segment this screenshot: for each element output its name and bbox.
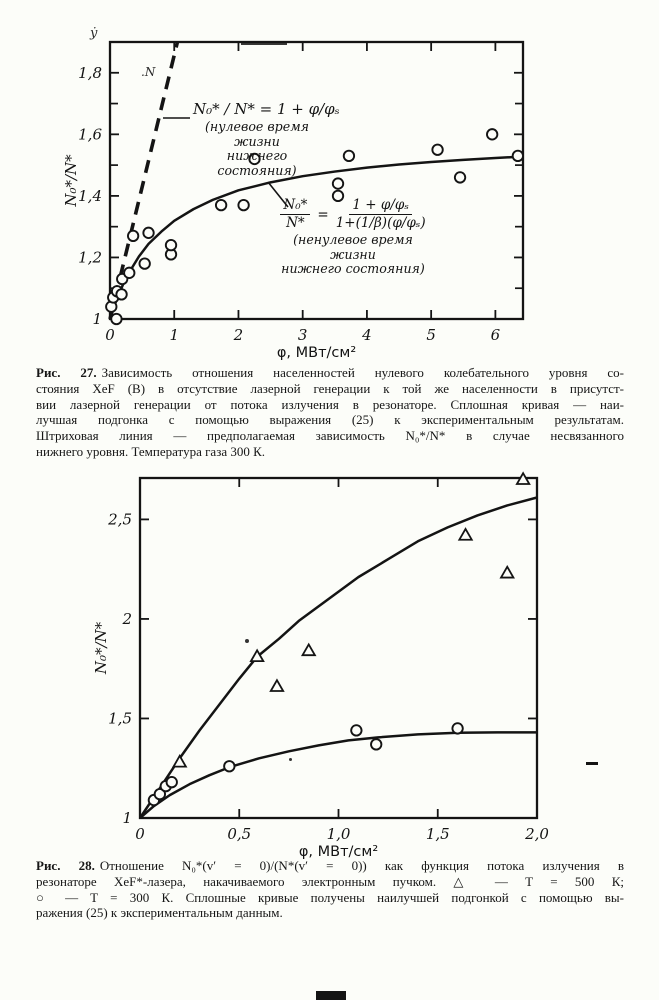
plot-frame [108,40,525,321]
x-tick-label: 5 [426,326,436,344]
data-point-triangle [457,527,474,541]
data-point-triangle [171,754,188,768]
data-point-triangle [515,471,531,485]
data-point-circle [138,257,151,270]
data-point-circle [486,128,499,141]
caption-line: нижнего уровня. Температура газа 300 К. [36,443,266,459]
caption-line: стояния XeF (B) в отсутствие лазерной ге… [36,380,624,396]
data-point-circle [214,198,228,212]
caption-line: Рис. 27. Зависимость отношения населеннос… [36,365,624,380]
data-point-triangle [499,564,515,579]
data-point-circle [370,738,383,751]
y-tick-label: 1,2 [78,248,102,266]
scan-speck [245,639,249,643]
fraction-denominator: N* [286,215,305,231]
scan-smudge [241,41,287,45]
fraction-denominator: 1+(1/β)(φ/φₛ) [335,215,426,231]
y-tick-label: 1 [122,809,132,827]
x-tick-label: 2,0 [524,825,549,843]
scan-stray-mark: ẏ [90,26,98,41]
data-point-circle [110,312,123,326]
y-tick-label: 1,5 [108,709,132,727]
data-point-circle [453,171,467,184]
plot-frame [138,476,539,820]
caption-line: лучшая подгонка с помощью выражения (25)… [36,412,624,428]
x-tick-label: 1,5 [426,825,450,843]
x-tick-label: 6 [491,326,501,344]
fig27-annotation-dashed: N₀* / N* = 1 + φ/φₛ (нулевое время жизни… [193,100,340,178]
data-point-circle [331,189,345,203]
figure-28-chart: 0 0,5 1,0 1,5 2,0 1 1,5 2 2,5 φ, МВт/см² N₀*/N* [92,471,549,860]
caption-line: ражения (25) к экспериментальным данным. [36,905,283,921]
caption-line: вии лазерной генерации от потока излучен… [36,396,624,412]
equals-sign: = [317,206,329,223]
x-axis-label: φ, МВт/см² [277,345,356,361]
scan-margin-dash [586,762,598,765]
data-point-circle [350,724,363,737]
y-tick-label: 1,6 [78,125,102,143]
scan-speck [289,758,292,761]
data-point-circle [153,787,167,801]
data-point-circle [126,229,140,243]
y-tick-label: 1 [92,310,102,328]
data-point-circle [115,288,128,301]
figure-label: Рис. 27. [36,365,97,380]
dashed-theory-line [108,41,180,320]
x-tick-label: 2 [233,326,244,344]
data-point-circle [331,177,345,190]
x-tick-label: 0 [135,825,145,843]
data-point-circle [164,238,178,252]
y-tick-label: 1,8 [78,64,102,82]
caption-line: ○ — T = 300 К. Сплошные кривые получены … [36,889,624,905]
data-point-triangle [300,642,317,657]
y-tick-label: 1,4 [78,187,102,205]
y-tick-label: 2 [121,610,132,628]
fig27-formula-note: нижнего состояния) [217,148,297,178]
x-tick-label: 0 [105,326,115,344]
x-tick-label: 1,0 [327,825,351,843]
data-point-circle [342,149,356,163]
data-point-triangle [269,678,285,692]
data-point-circle [451,722,464,735]
x-tick-label: 0,5 [227,825,251,843]
y-tick-label: 2,5 [107,510,132,528]
fraction-numerator: N₀* [280,198,311,215]
data-point-triangle [249,648,265,663]
caption-line: Штриховая линия — предполагаемая зависим… [36,428,624,443]
fit-curve-1 [139,731,537,819]
figure-28-caption: Рис. 28. Отношение N₀*(v′ = 0)/(N*(v′ = 0… [36,858,624,921]
x-tick-label: 4 [361,326,372,344]
fit-curve-0 [138,496,538,819]
fig27-formula-zero-lifetime: N₀* / N* = 1 + φ/φₛ [193,100,340,118]
x-axis-label: φ, МВт/см² [299,844,378,860]
x-tick-label: 3 [298,326,308,344]
figure-27-caption: Рис. 27. Зависимость отношения населеннос… [36,365,624,460]
scan-bottom-mark [316,991,346,1000]
caption-line: Рис. 28. Отношение N₀*(v′ = 0)/(N*(v′ = 0… [36,858,625,873]
figure-label: Рис. 28. [36,858,95,873]
fig27-annotation-solid: N₀* N* = 1 + φ/φₛ 1+(1/β)(φ/φₛ) (ненулев… [280,198,426,277]
fraction-numerator: 1 + φ/φₛ [349,198,412,215]
data-point-circle [431,143,444,156]
data-point-circle [223,760,236,773]
fig27-formula-note: (ненулевое время жизни [293,232,413,262]
data-point-circle [142,226,155,239]
scan-stray-mark: .N [141,65,156,79]
y-axis-label: N₀*/N* [62,154,80,208]
data-point-circle [511,149,525,163]
annotation-leader-line [267,181,289,208]
y-axis-label: N₀*/N* [92,621,110,675]
fig27-formula-rhs-fraction: 1 + φ/φₛ 1+(1/β)(φ/φₛ) [336,198,426,231]
data-point-circle [237,198,250,212]
fig27-formula-note: (нулевое время жизни [205,119,309,149]
fig27-formula-lhs-fraction: N₀* N* [280,198,311,231]
fig27-formula-note: нижнего состояния) [281,261,425,276]
data-point-circle [165,776,178,789]
data-point-circle [248,152,261,166]
caption-line: резонаторе XeF*-лазера, накачиваемого эл… [36,873,624,889]
x-tick-label: 1 [169,326,179,344]
data-point-circle [123,266,136,279]
